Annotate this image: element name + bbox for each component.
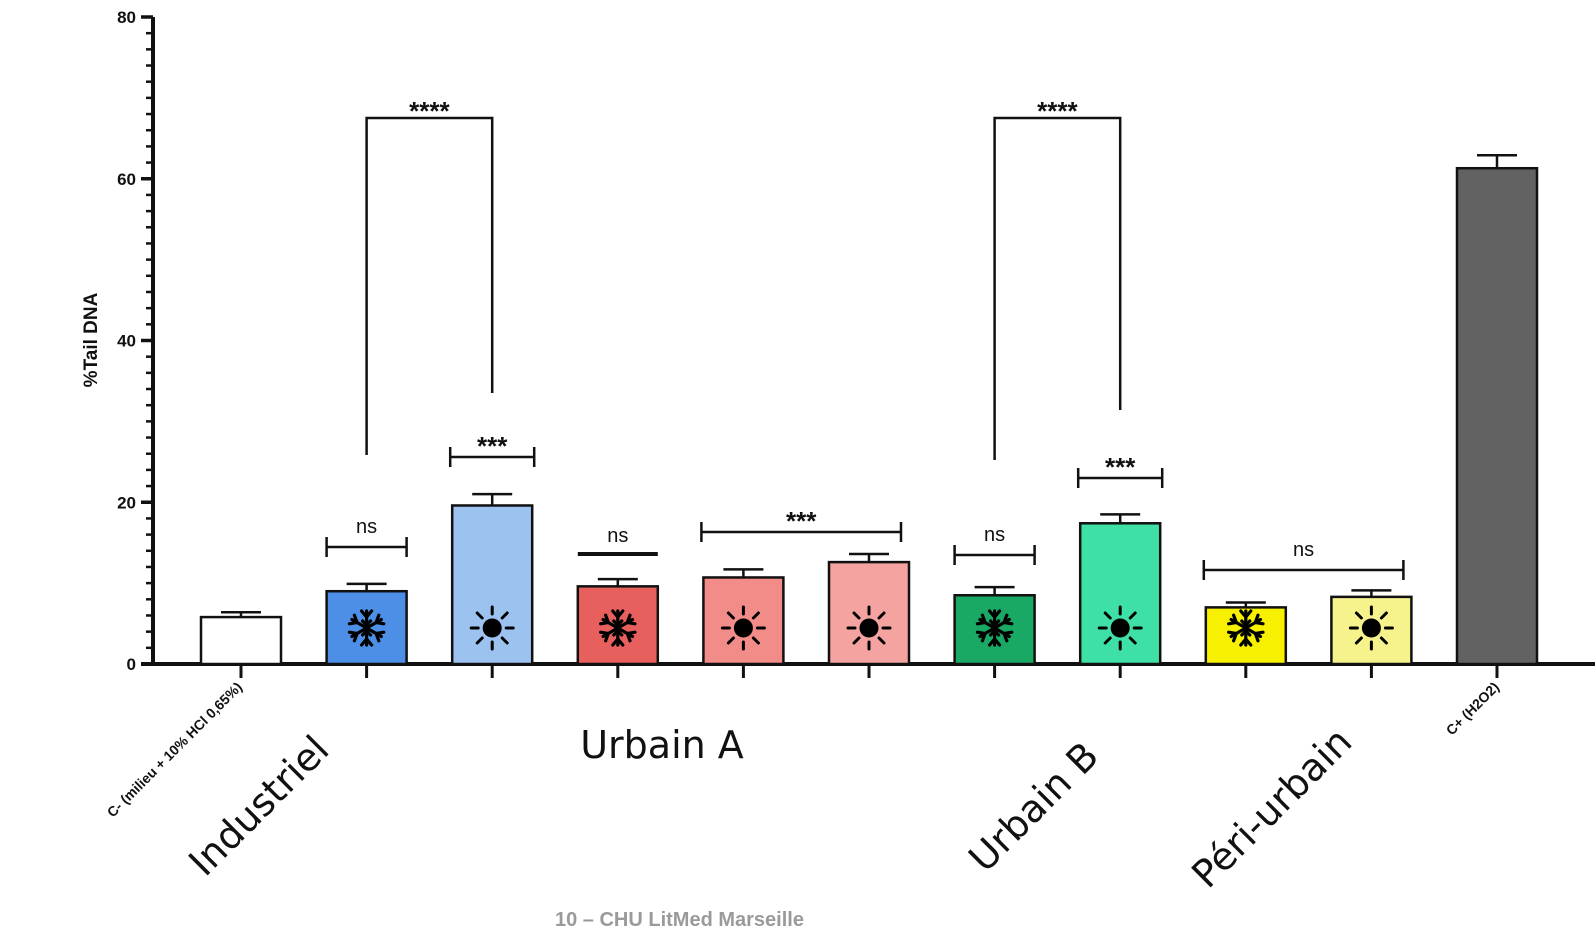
bar-group (1455, 154, 1539, 666)
bar-group (1330, 589, 1413, 666)
significance-label: *** (786, 506, 817, 536)
significance-annotation: ns (325, 516, 408, 557)
bar (1455, 166, 1539, 666)
significance-annotation: ns (953, 524, 1036, 565)
bar-group (199, 610, 283, 666)
y-tick-label: 0 (127, 655, 136, 674)
bar-group (1078, 513, 1162, 666)
category-label-c-plus: C+ (H2O2) (1443, 679, 1502, 738)
group-label-urbain-a: Urbain A (580, 723, 744, 767)
bar-group (450, 492, 534, 666)
y-axis-label: %Tail DNA (81, 292, 102, 387)
group-label-urbain-b: Urbain B (960, 734, 1107, 881)
sun-icon (1348, 605, 1394, 651)
bar (199, 615, 283, 666)
y-tick-label: 60 (117, 170, 136, 189)
significance-annotation: *** (700, 506, 903, 542)
bar-group (827, 552, 911, 666)
significance-bracket (365, 116, 494, 455)
bar (450, 504, 534, 666)
bar-group (953, 585, 1036, 666)
significance-annotation: *** (448, 431, 536, 467)
sun-icon (720, 605, 766, 651)
significance-bracket (993, 116, 1122, 460)
significance-label: *** (1105, 452, 1136, 482)
significance-label: ns (607, 525, 628, 547)
significance-annotation: *** (1076, 452, 1164, 488)
significance-label: ns (356, 516, 377, 538)
sun-icon (469, 605, 515, 651)
bars (199, 154, 1539, 666)
significance-label: **** (1037, 96, 1078, 126)
significance-label: ns (1293, 539, 1314, 561)
significance-annotation: ns (577, 525, 658, 556)
significance-annotations: *******ns ns *******ns***ns (325, 96, 1405, 580)
group-label-peri-urbain: Péri-urbain (1183, 719, 1360, 896)
category-label-c-minus: C- (milieu + 10% HCl 0,65%) (104, 679, 245, 820)
y-tick-label: 80 (117, 8, 136, 27)
sun-icon (1097, 605, 1143, 651)
significance-annotation: **** (365, 96, 494, 455)
bar-group (576, 577, 660, 666)
sun-icon (846, 605, 892, 651)
y-tick-label: 20 (117, 493, 136, 512)
significance-annotation: ns (1202, 539, 1405, 580)
significance-label: *** (477, 431, 508, 461)
significance-annotation: **** (993, 96, 1122, 460)
y-tick-label: 40 (117, 332, 136, 351)
bar-group (702, 568, 785, 666)
footer-text: 10 – CHU LitMed Marseille (555, 909, 804, 931)
bar-group (325, 582, 408, 666)
significance-label: **** (409, 96, 450, 126)
group-label-industriel: Industriel (180, 727, 337, 884)
bar-group (1204, 601, 1288, 666)
significance-label: ns (984, 524, 1005, 546)
